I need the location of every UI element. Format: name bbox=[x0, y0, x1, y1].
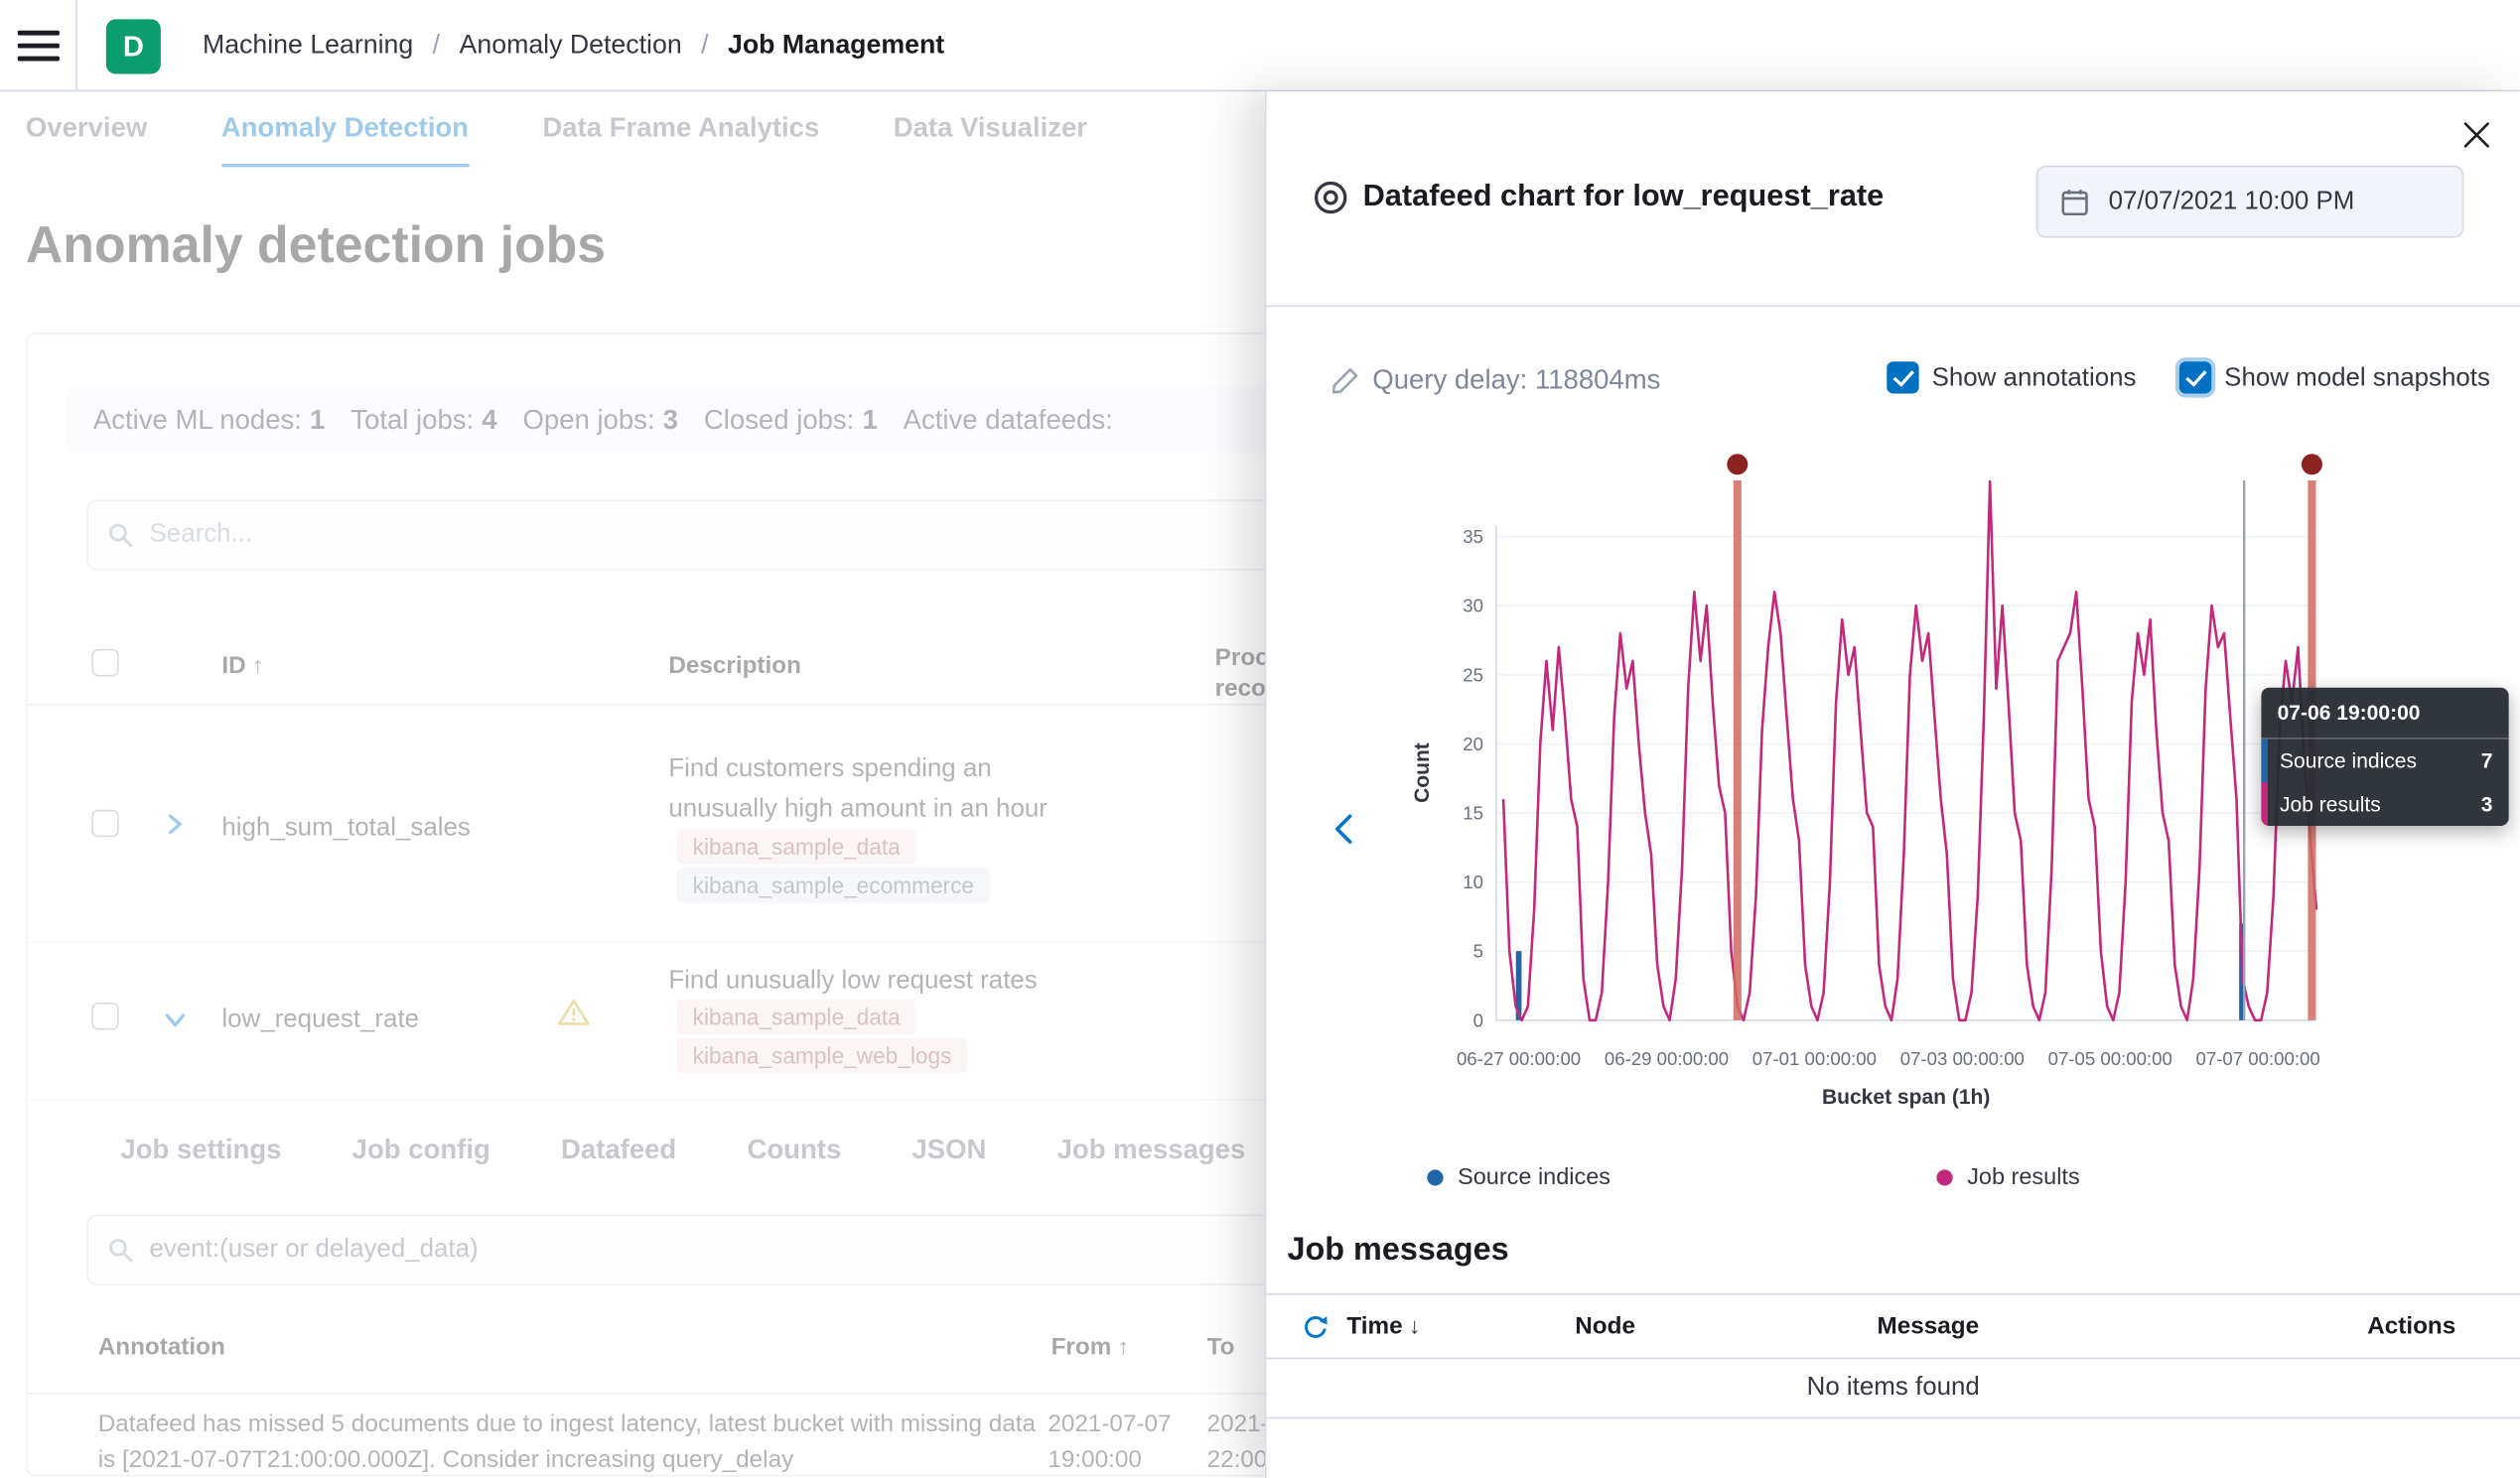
show-model-snapshots-label: Show model snapshots bbox=[2224, 364, 2490, 392]
menu-icon[interactable] bbox=[0, 0, 77, 90]
svg-text:25: 25 bbox=[1463, 664, 1483, 685]
chevron-left-icon[interactable] bbox=[1325, 808, 1366, 850]
breadcrumb-job-management: Job Management bbox=[728, 29, 945, 60]
svg-text:20: 20 bbox=[1463, 734, 1483, 754]
series-color-bar bbox=[2261, 739, 2268, 783]
chart-tooltip: 07-06 19:00:00 Source indices 7 Job resu… bbox=[2261, 687, 2509, 826]
sort-desc-icon: ↓ bbox=[1409, 1312, 1421, 1339]
refresh-icon[interactable] bbox=[1302, 1314, 1330, 1342]
divider bbox=[1266, 1416, 2520, 1419]
svg-text:06-27 00:00:00: 06-27 00:00:00 bbox=[1457, 1048, 1581, 1069]
svg-text:07-05 00:00:00: 07-05 00:00:00 bbox=[2048, 1048, 2172, 1069]
breadcrumb-separator: / bbox=[701, 29, 709, 60]
datafeed-chart[interactable]: 0 5 10 15 20 25 30 35 06-27 00:00:00 06-29 00:00:… bbox=[1403, 445, 2335, 1120]
series-color-bar bbox=[2261, 782, 2268, 826]
breadcrumb-separator: / bbox=[432, 29, 441, 60]
query-delay-label: Query delay: 118804ms bbox=[1372, 364, 1661, 396]
breadcrumb-anomaly-detection[interactable]: Anomaly Detection bbox=[459, 29, 682, 60]
calendar-icon bbox=[2061, 189, 2088, 215]
tooltip-row-job-results: Job results 3 bbox=[2261, 782, 2508, 826]
deployment-logo[interactable]: D bbox=[105, 19, 161, 74]
column-header-node: Node bbox=[1575, 1312, 1635, 1340]
svg-text:07-07 00:00:00: 07-07 00:00:00 bbox=[2196, 1048, 2320, 1069]
svg-text:0: 0 bbox=[1473, 1009, 1483, 1030]
flyout-title: Datafeed chart for low_request_rate bbox=[1362, 180, 1885, 214]
legend-job-results[interactable]: Job results bbox=[1936, 1164, 2080, 1190]
datafeed-chart-flyout: Datafeed chart for low_request_rate 07/0… bbox=[1264, 91, 2520, 1478]
legend-dot bbox=[1936, 1169, 1953, 1186]
date-picker-value: 07/07/2021 10:00 PM bbox=[2108, 187, 2355, 215]
show-annotations-checkbox[interactable] bbox=[1887, 361, 1919, 394]
legend-source-indices[interactable]: Source indices bbox=[1427, 1164, 1610, 1190]
top-bar: D Machine Learning / Anomaly Detection /… bbox=[0, 0, 2520, 92]
tooltip-row-source-indices: Source indices 7 bbox=[2261, 739, 2508, 783]
tooltip-title: 07-06 19:00:00 bbox=[2261, 688, 2509, 739]
column-header-actions: Actions bbox=[2367, 1312, 2456, 1340]
svg-text:15: 15 bbox=[1463, 802, 1483, 823]
svg-text:07-03 00:00:00: 07-03 00:00:00 bbox=[1900, 1048, 2025, 1069]
svg-text:Bucket span (1h): Bucket span (1h) bbox=[1822, 1086, 1990, 1109]
logo-letter: D bbox=[122, 29, 144, 63]
svg-text:10: 10 bbox=[1463, 872, 1483, 892]
svg-text:5: 5 bbox=[1473, 941, 1483, 962]
divider bbox=[1266, 305, 2520, 308]
close-icon[interactable] bbox=[2458, 117, 2494, 153]
date-picker[interactable]: 07/07/2021 10:00 PM bbox=[2035, 165, 2464, 238]
no-items-message: No items found bbox=[1806, 1373, 1980, 1402]
show-model-snapshots-checkbox[interactable] bbox=[2178, 361, 2212, 394]
svg-text:06-29 00:00:00: 06-29 00:00:00 bbox=[1605, 1048, 1729, 1069]
breadcrumb-machine-learning[interactable]: Machine Learning bbox=[202, 29, 414, 60]
job-messages-header: Time ↓ Node Message Actions bbox=[1266, 1292, 2520, 1360]
column-header-message: Message bbox=[1877, 1312, 1980, 1340]
svg-text:Count: Count bbox=[1411, 742, 1434, 803]
show-annotations-label: Show annotations bbox=[1931, 364, 2137, 392]
breadcrumb: Machine Learning / Anomaly Detection / J… bbox=[203, 0, 944, 90]
job-messages-heading: Job messages bbox=[1287, 1232, 1509, 1269]
svg-text:30: 30 bbox=[1463, 596, 1483, 616]
column-header-time[interactable]: Time ↓ bbox=[1346, 1312, 1421, 1340]
svg-text:07-01 00:00:00: 07-01 00:00:00 bbox=[1752, 1048, 1877, 1069]
svg-text:35: 35 bbox=[1463, 526, 1483, 547]
datafeed-chart-icon bbox=[1315, 181, 1347, 214]
legend-dot bbox=[1427, 1169, 1444, 1186]
edit-pencil-icon[interactable] bbox=[1330, 366, 1359, 395]
